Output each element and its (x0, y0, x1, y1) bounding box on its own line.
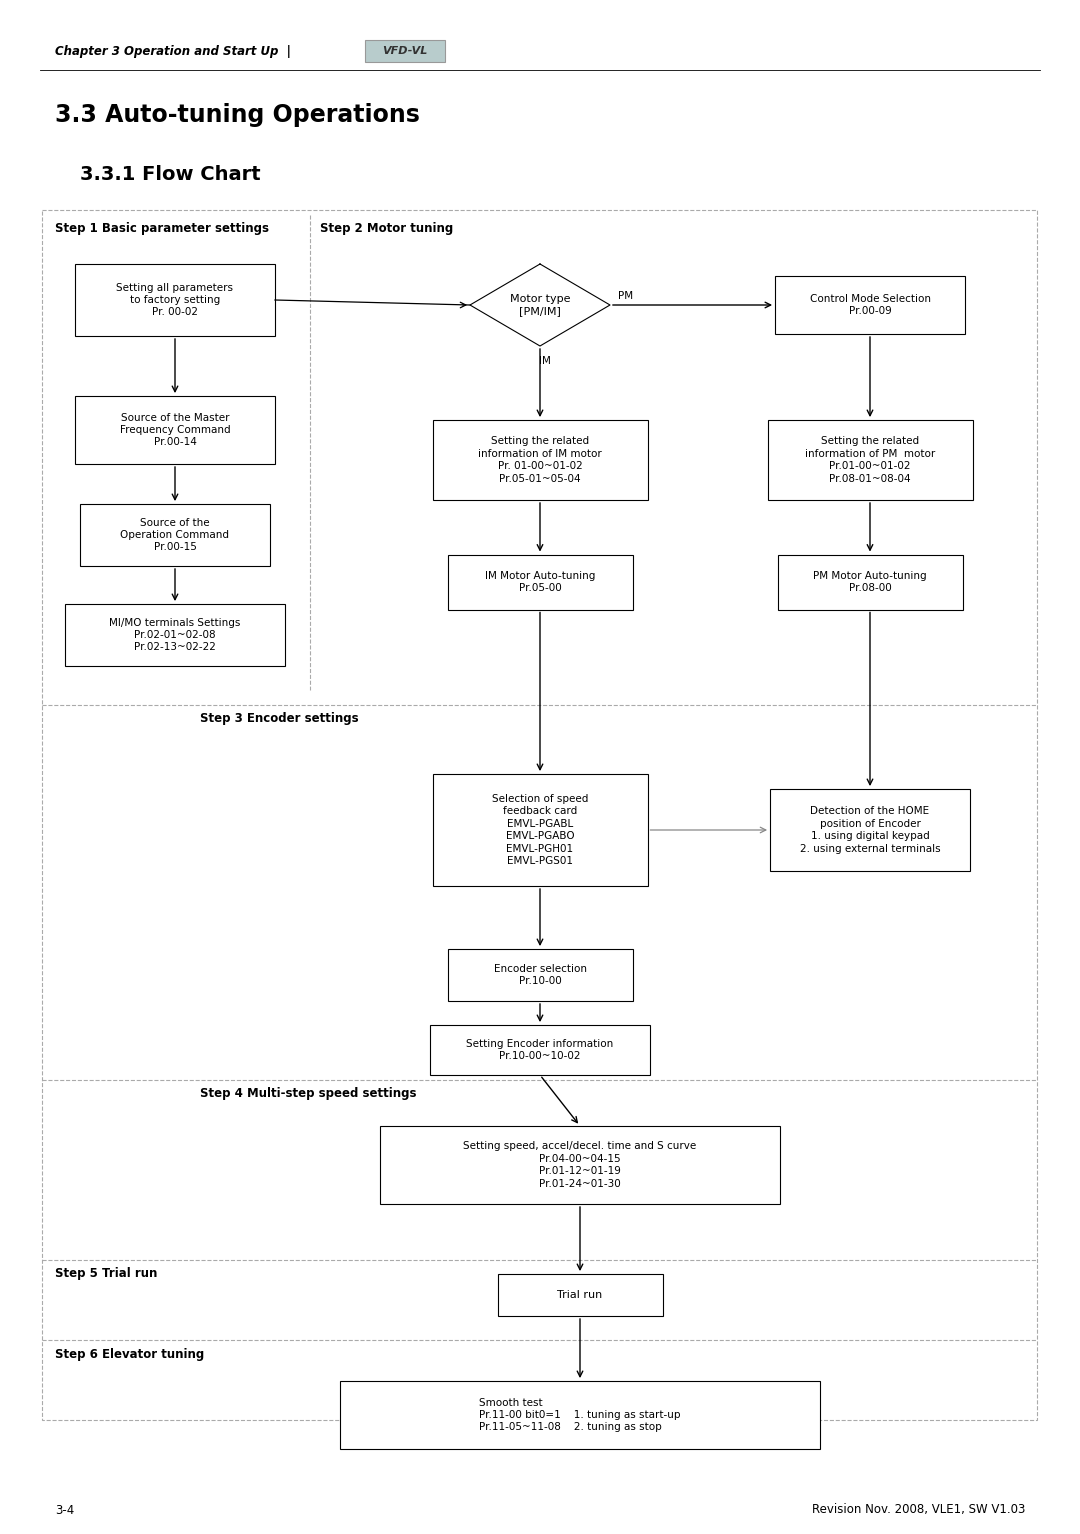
Text: IM: IM (539, 356, 551, 367)
Text: Step 1 Basic parameter settings: Step 1 Basic parameter settings (55, 222, 269, 235)
Text: Revision Nov. 2008, VLE1, SW V1.03: Revision Nov. 2008, VLE1, SW V1.03 (812, 1503, 1025, 1517)
Text: Setting speed, accel/decel. time and S curve
Pr.04-00~04-15
Pr.01-12~01-19
Pr.01: Setting speed, accel/decel. time and S c… (463, 1141, 697, 1189)
Bar (430, 1025, 650, 1075)
Text: Step 4 Multi-step speed settings: Step 4 Multi-step speed settings (200, 1088, 417, 1100)
Bar (75, 396, 275, 463)
Text: PM: PM (618, 291, 633, 301)
Text: Setting Encoder information
Pr.10-00~10-02: Setting Encoder information Pr.10-00~10-… (467, 1039, 613, 1062)
Text: Step 6 Elevator tuning: Step 6 Elevator tuning (55, 1348, 204, 1361)
Bar (498, 1275, 662, 1316)
Text: Selection of speed
feedback card
EMVL-PGABL
EMVL-PGABO
EMVL-PGH01
EMVL-PGS01: Selection of speed feedback card EMVL-PG… (491, 795, 589, 867)
Bar (380, 1126, 780, 1204)
Text: Control Mode Selection
Pr.00-09: Control Mode Selection Pr.00-09 (810, 295, 931, 316)
Text: Smooth test
Pr.11-00 bit0=1    1. tuning as start-up
Pr.11-05~11-08    2. tuning: Smooth test Pr.11-00 bit0=1 1. tuning as… (480, 1397, 680, 1433)
Bar (75, 264, 275, 336)
Text: MI/MO terminals Settings
Pr.02-01~02-08
Pr.02-13~02-22: MI/MO terminals Settings Pr.02-01~02-08 … (109, 618, 241, 652)
Bar (432, 420, 648, 500)
Text: 3-4: 3-4 (55, 1503, 75, 1517)
Bar (42, 210, 1037, 1420)
Text: PM Motor Auto-tuning
Pr.08-00: PM Motor Auto-tuning Pr.08-00 (813, 571, 927, 594)
Text: Setting the related
information of PM  motor
Pr.01-00~01-02
Pr.08-01~08-04: Setting the related information of PM mo… (805, 436, 935, 483)
Text: Setting the related
information of IM motor
Pr. 01-00~01-02
Pr.05-01~05-04: Setting the related information of IM mo… (478, 436, 602, 483)
Text: Step 5 Trial run: Step 5 Trial run (55, 1267, 158, 1279)
Text: Source of the
Operation Command
Pr.00-15: Source of the Operation Command Pr.00-15 (121, 517, 229, 552)
Bar (778, 554, 962, 609)
Bar (775, 276, 966, 334)
Text: Setting all parameters
to factory setting
Pr. 00-02: Setting all parameters to factory settin… (117, 282, 233, 318)
Text: Trial run: Trial run (557, 1290, 603, 1299)
Text: Source of the Master
Frequency Command
Pr.00-14: Source of the Master Frequency Command P… (120, 413, 230, 448)
Text: VFD-VL: VFD-VL (382, 46, 428, 57)
Bar (65, 604, 285, 666)
Text: Encoder selection
Pr.10-00: Encoder selection Pr.10-00 (494, 963, 586, 986)
Text: Step 2 Motor tuning: Step 2 Motor tuning (320, 222, 454, 235)
Bar (447, 950, 633, 1002)
Text: Motor type
[PM/IM]: Motor type [PM/IM] (510, 295, 570, 316)
Text: 3.3 Auto-tuning Operations: 3.3 Auto-tuning Operations (55, 103, 420, 127)
Bar (80, 505, 270, 566)
Text: Chapter 3 Operation and Start Up  |: Chapter 3 Operation and Start Up | (55, 46, 291, 58)
Text: Detection of the HOME
position of Encoder
1. using digital keypad
2. using exter: Detection of the HOME position of Encode… (799, 807, 941, 853)
Bar (768, 420, 972, 500)
Text: Step 3 Encoder settings: Step 3 Encoder settings (200, 712, 359, 726)
Bar (340, 1381, 820, 1450)
Text: IM Motor Auto-tuning
Pr.05-00: IM Motor Auto-tuning Pr.05-00 (485, 571, 595, 594)
Text: 3.3.1 Flow Chart: 3.3.1 Flow Chart (80, 166, 260, 184)
Bar (447, 554, 633, 609)
Bar (432, 775, 648, 887)
Bar (770, 788, 970, 871)
Bar (365, 40, 445, 61)
